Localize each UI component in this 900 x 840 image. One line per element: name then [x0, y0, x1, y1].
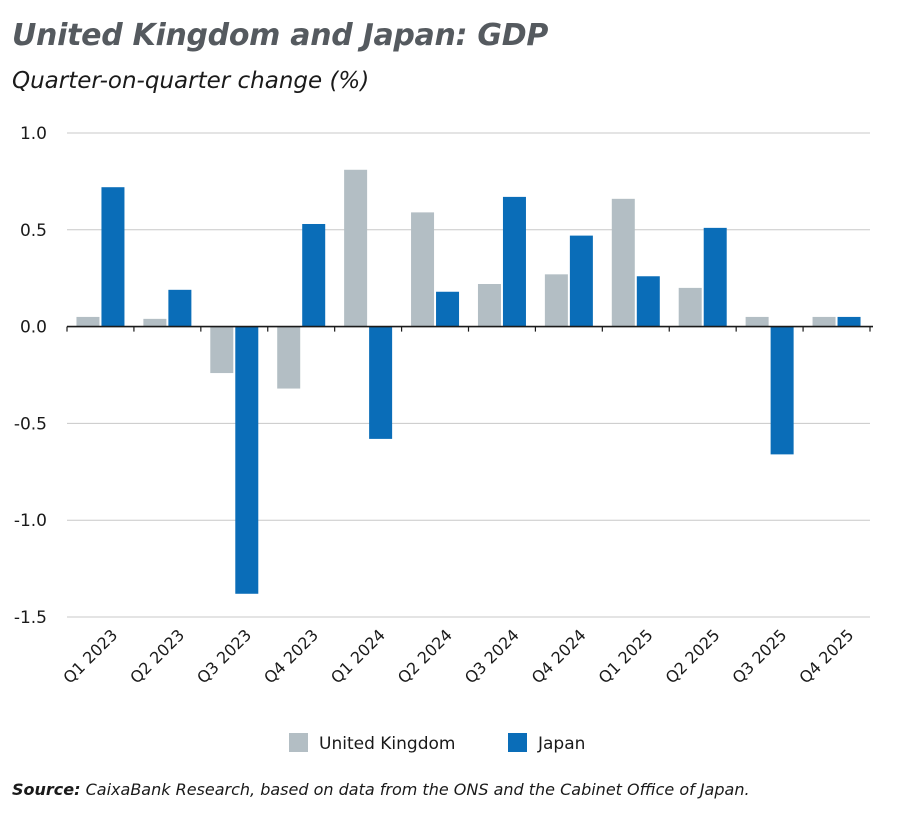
bar-japan-q2-2025	[703, 227, 727, 327]
bar-uk-q3-2023	[210, 326, 234, 374]
bar-japan-q3-2025	[770, 326, 794, 455]
y-axis-tick-labels: 1.0 0.5 0.0 -0.5 -1.0 -1.5	[14, 124, 47, 628]
bar-uk-q3-2024	[477, 284, 501, 327]
zero-axis	[66, 325, 873, 332]
x-tick-label: Q1 2025	[595, 625, 657, 687]
bar-uk-q4-2024	[544, 274, 568, 327]
bar-uk-q1-2025	[611, 198, 635, 327]
legend-label: Japan	[537, 734, 585, 754]
chart-title: United Kingdom and Japan: GDP	[12, 18, 549, 53]
bar-uk-q2-2024	[411, 212, 435, 327]
bar-japan-q1-2024	[369, 326, 393, 439]
bar-uk-q4-2023	[277, 326, 301, 389]
x-tick-label: Q3 2025	[729, 625, 791, 687]
bar-japan-q1-2025	[636, 276, 660, 327]
chart-subtitle: Quarter-on-quarter change (%)	[12, 68, 370, 94]
bar-japan-q2-2023	[168, 289, 192, 327]
x-tick-label: Q2 2023	[126, 625, 188, 687]
x-tick-label: Q4 2023	[260, 625, 322, 687]
grid-lines	[67, 132, 870, 618]
y-tick-label: -0.5	[14, 414, 47, 434]
bar-uk-q4-2025	[812, 316, 836, 327]
bar-japan-q1-2023	[101, 187, 125, 327]
y-tick-label: 1.0	[20, 124, 47, 144]
y-tick-label: 0.5	[20, 221, 47, 241]
bar-japan-q4-2025	[837, 316, 861, 327]
legend-label: United Kingdom	[319, 734, 455, 754]
bar-japan-q4-2024	[569, 235, 593, 327]
bar-japan-q2-2024	[436, 291, 460, 327]
x-axis-category-labels: Q1 2023 Q2 2023 Q3 2023 Q4 2023 Q1 2024 Q2 20…	[59, 625, 857, 687]
legend: United Kingdom Japan	[289, 733, 585, 754]
y-tick-label: -1.5	[14, 608, 47, 628]
bar-uk-q2-2023	[143, 318, 167, 327]
bar-japan-q4-2023	[302, 223, 326, 327]
source-text: CaixaBank Research, based on data from t…	[80, 780, 750, 799]
x-tick-label: Q1 2023	[59, 625, 121, 687]
x-tick-label: Q3 2024	[461, 625, 523, 687]
bars	[76, 169, 861, 594]
x-tick-label: Q2 2024	[394, 625, 456, 687]
legend-swatch-uk	[289, 733, 308, 752]
y-tick-label: 0.0	[20, 318, 47, 338]
y-tick-label: -1.0	[14, 511, 47, 531]
bar-uk-q1-2024	[344, 169, 368, 327]
bar-uk-q1-2023	[76, 316, 100, 327]
bar-japan-q3-2024	[502, 196, 526, 327]
x-tick-label: Q3 2023	[193, 625, 255, 687]
legend-swatch-japan	[508, 733, 527, 752]
x-tick-label: Q1 2024	[327, 625, 389, 687]
bar-japan-q3-2023	[235, 326, 259, 594]
source-label: Source:	[12, 780, 81, 799]
bar-uk-q2-2025	[678, 287, 702, 327]
bar-uk-q3-2025	[745, 316, 769, 327]
x-tick-label: Q4 2025	[795, 625, 857, 687]
x-tick-label: Q4 2024	[528, 625, 590, 687]
x-tick-label: Q2 2025	[662, 625, 724, 687]
source-note: Source: CaixaBank Research, based on dat…	[12, 780, 750, 799]
